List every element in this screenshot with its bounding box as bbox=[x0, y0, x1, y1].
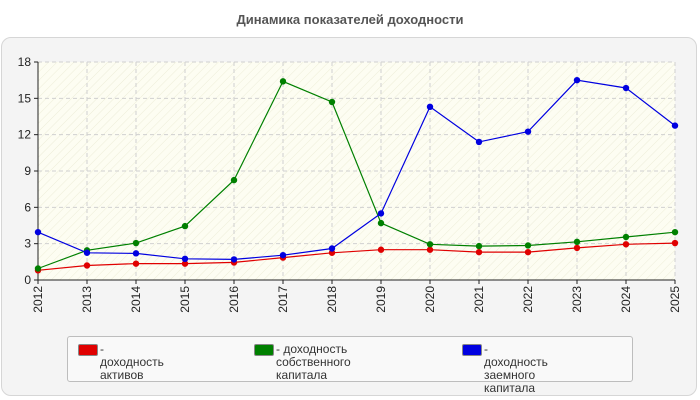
data-point-s1-2014 bbox=[132, 239, 140, 247]
x-tick-label: 2013 bbox=[80, 286, 94, 313]
x-tick-label: 2025 bbox=[668, 286, 682, 313]
series-line-1 bbox=[37, 80, 676, 270]
data-point-s1-2012 bbox=[34, 265, 42, 272]
y-tick-label: 12 bbox=[18, 128, 32, 142]
x-tick-label: 2014 bbox=[129, 286, 143, 313]
series-line-2 bbox=[37, 79, 676, 261]
data-point-s0-2025 bbox=[671, 239, 679, 247]
data-point-s1-2023 bbox=[573, 238, 581, 246]
x-tick-label: 2024 bbox=[619, 286, 633, 313]
legend-swatch-debt bbox=[462, 344, 482, 356]
data-point-s1-2017 bbox=[279, 78, 287, 85]
data-point-s1-2016 bbox=[230, 176, 238, 184]
legend-swatch-equity bbox=[254, 344, 274, 356]
data-point-s1-2024 bbox=[622, 233, 630, 241]
data-point-s1-2015 bbox=[181, 222, 189, 230]
x-tick-label: 2023 bbox=[570, 286, 584, 313]
data-point-s1-2020 bbox=[426, 241, 434, 248]
data-point-s1-2025 bbox=[671, 228, 679, 236]
y-tick-label: 6 bbox=[24, 200, 31, 214]
data-point-s2-2019 bbox=[377, 210, 385, 217]
data-point-s2-2025 bbox=[671, 122, 679, 129]
data-point-s0-2020 bbox=[426, 246, 434, 253]
x-tick-label: 2021 bbox=[472, 286, 486, 313]
legend-label-debt: - доходность заемного капитала bbox=[484, 342, 548, 395]
x-tick-label: 2020 bbox=[423, 286, 437, 313]
x-tick-label: 2012 bbox=[31, 286, 45, 313]
data-point-s2-2020 bbox=[426, 103, 434, 111]
data-point-s1-2021 bbox=[475, 242, 483, 250]
x-tick-label: 2019 bbox=[374, 286, 388, 313]
data-point-s0-2014 bbox=[132, 260, 140, 267]
data-point-s2-2015 bbox=[181, 255, 189, 263]
x-tick-label: 2018 bbox=[325, 286, 339, 313]
x-tick-label: 2016 bbox=[227, 286, 241, 313]
legend-label-assets: - доходность активов bbox=[100, 342, 164, 382]
series-line-0 bbox=[37, 242, 676, 271]
data-point-s2-2024 bbox=[622, 84, 630, 92]
data-point-s2-2012 bbox=[34, 228, 42, 236]
data-point-s0-2024 bbox=[622, 241, 630, 248]
data-point-s2-2017 bbox=[279, 251, 287, 259]
data-point-s1-2019 bbox=[377, 219, 385, 227]
data-point-s0-2015 bbox=[181, 260, 189, 267]
data-point-s2-2016 bbox=[230, 256, 238, 263]
data-point-s2-2022 bbox=[524, 128, 532, 135]
data-point-s0-2019 bbox=[377, 246, 385, 253]
y-tick-label: 3 bbox=[24, 237, 31, 251]
data-point-s2-2014 bbox=[132, 250, 140, 257]
data-point-s0-2023 bbox=[573, 244, 581, 252]
data-point-s2-2023 bbox=[573, 76, 581, 84]
legend-swatch-assets bbox=[78, 344, 98, 356]
data-point-s1-2018 bbox=[328, 98, 336, 106]
x-tick-label: 2022 bbox=[521, 286, 535, 313]
x-tick-label: 2015 bbox=[178, 286, 192, 313]
chart-legend: - доходность активов - доходность собств… bbox=[67, 336, 633, 395]
y-tick-label: 0 bbox=[24, 273, 31, 287]
data-point-s1-2022 bbox=[524, 242, 532, 249]
data-point-s2-2013 bbox=[83, 249, 91, 256]
chart-title: Динамика показателей доходности bbox=[236, 12, 464, 27]
y-tick-label: 9 bbox=[24, 164, 31, 178]
y-tick-label: 15 bbox=[18, 91, 32, 105]
legend-label-equity: - доходность собственного капитала bbox=[276, 342, 351, 382]
data-point-s0-2022 bbox=[524, 248, 532, 256]
data-point-s2-2018 bbox=[328, 245, 336, 252]
y-tick-label: 18 bbox=[18, 55, 32, 69]
data-point-s2-2021 bbox=[475, 138, 483, 146]
data-point-s0-2013 bbox=[83, 262, 91, 269]
data-point-s0-2021 bbox=[475, 248, 483, 256]
x-tick-label: 2017 bbox=[276, 286, 290, 313]
